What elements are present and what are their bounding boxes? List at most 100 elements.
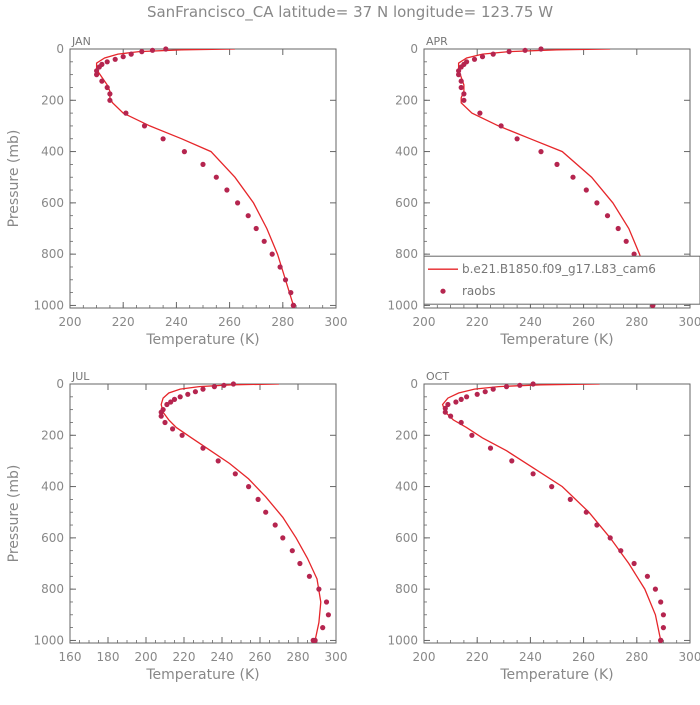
y-tick-label: 0 — [56, 42, 64, 56]
obs-point — [224, 187, 230, 193]
obs-point — [461, 91, 467, 97]
obs-point — [458, 419, 464, 426]
obs-point — [288, 290, 294, 296]
obs-point — [479, 54, 486, 60]
x-tick-label: 240 — [211, 650, 234, 664]
obs-point — [448, 413, 454, 419]
legend-obs-swatch — [440, 288, 446, 294]
y-tick-label: 600 — [41, 196, 64, 210]
obs-point — [164, 401, 170, 408]
y-axis-title: Pressure (mb) — [6, 130, 22, 228]
x-tick-label: 220 — [173, 650, 196, 664]
obs-point — [631, 560, 637, 567]
obs-point — [498, 123, 504, 129]
obs-point — [200, 161, 206, 167]
obs-point — [658, 599, 664, 605]
obs-point — [211, 384, 217, 390]
x-tick-label: 220 — [466, 650, 489, 664]
obs-point — [263, 509, 269, 515]
obs-point — [503, 384, 510, 390]
obs-point — [261, 238, 267, 244]
y-tick-label: 1000 — [33, 298, 64, 312]
obs-point — [477, 110, 483, 116]
panel-label: APR — [426, 35, 448, 48]
obs-point — [123, 110, 129, 116]
obs-point — [160, 136, 166, 142]
x-tick-label: 160 — [59, 650, 82, 664]
x-tick-label: 280 — [271, 315, 294, 329]
obs-point — [538, 149, 544, 155]
y-tick-label: 1000 — [33, 633, 64, 647]
obs-point — [253, 225, 259, 232]
x-tick-label: 180 — [97, 650, 120, 664]
obs-point — [469, 432, 475, 438]
obs-point — [509, 458, 515, 464]
obs-point — [200, 445, 206, 451]
y-tick-label: 0 — [56, 377, 64, 391]
model-series-line — [160, 384, 322, 641]
obs-point — [458, 78, 464, 84]
obs-point — [158, 413, 164, 419]
x-tick-label: 260 — [572, 650, 595, 664]
x-axis-title: Temperature (K) — [145, 667, 259, 683]
obs-point — [177, 394, 183, 400]
obs-point — [232, 471, 238, 477]
obs-point — [230, 381, 236, 387]
obs-point — [530, 471, 536, 477]
obs-point — [482, 389, 488, 395]
obs-point — [623, 238, 629, 244]
obs-point — [316, 586, 322, 592]
obs-point — [128, 51, 134, 57]
x-tick-label: 300 — [325, 315, 348, 329]
obs-point — [567, 496, 573, 502]
obs-point — [442, 405, 448, 411]
y-tick-label: 200 — [41, 428, 64, 442]
obs-point — [652, 586, 659, 592]
obs-point — [141, 123, 148, 129]
obs-point — [487, 445, 494, 451]
obs-point — [464, 394, 470, 400]
y-tick-label: 0 — [410, 42, 418, 56]
x-axis-title: Temperature (K) — [145, 332, 259, 348]
x-tick-label: 280 — [625, 650, 648, 664]
obs-point — [163, 46, 169, 52]
x-tick-label: 240 — [519, 650, 542, 664]
obs-point — [461, 97, 467, 103]
obs-point — [458, 84, 464, 91]
obs-point — [185, 391, 191, 397]
obs-point — [171, 396, 178, 402]
x-tick-label: 260 — [218, 315, 241, 329]
y-tick-label: 200 — [395, 428, 418, 442]
obs-point — [94, 68, 100, 74]
obs-point — [583, 187, 589, 193]
obs-point — [297, 560, 303, 567]
obs-point — [104, 59, 110, 65]
obs-point — [594, 200, 600, 206]
obs-point — [120, 54, 126, 60]
obs-point — [162, 419, 168, 426]
obs-point — [99, 78, 105, 84]
obs-point — [554, 161, 560, 167]
y-tick-label: 600 — [395, 196, 418, 210]
obs-point — [269, 251, 275, 257]
y-tick-label: 800 — [395, 582, 418, 596]
obs-point — [474, 391, 480, 397]
x-tick-label: 260 — [572, 315, 595, 329]
obs-point — [517, 382, 523, 388]
legend-obs-label: raobs — [462, 284, 496, 298]
y-axis-title: Pressure (mb) — [6, 465, 22, 563]
obs-point — [107, 97, 113, 103]
x-axis-title: Temperature (K) — [499, 667, 613, 683]
obs-point — [660, 612, 667, 618]
legend-model-label: b.e21.B1850.f09_g17.L83_cam6 — [462, 262, 656, 276]
obs-point — [323, 599, 330, 605]
y-tick-label: 800 — [41, 247, 64, 261]
panel-label: JUL — [71, 370, 90, 383]
obs-point — [289, 548, 295, 554]
obs-point — [280, 535, 286, 541]
x-tick-label: 240 — [519, 315, 542, 329]
obs-point — [255, 496, 261, 502]
x-tick-label: 300 — [325, 650, 348, 664]
obs-point — [277, 264, 283, 270]
